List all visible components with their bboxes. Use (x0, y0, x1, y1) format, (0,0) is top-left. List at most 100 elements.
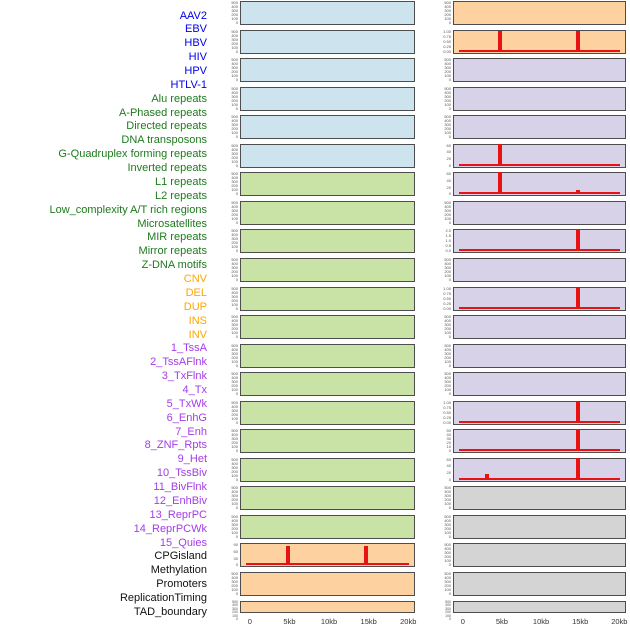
signal-spike (498, 172, 503, 195)
track-plot: 500 400 300 200 100 0 (207, 86, 415, 111)
y-tick-label: 500 (445, 599, 451, 604)
track-plot: 2.0 1.5 1.0 0.5 0.0 (420, 229, 626, 254)
y-tick-label: 20 (446, 470, 451, 476)
plot-area (240, 1, 415, 25)
y-tick-label: 500 (444, 0, 451, 5)
y-tick-label: 0 (235, 248, 238, 254)
signal-baseline (459, 420, 620, 423)
y-tick-label: 200 (231, 411, 238, 417)
track-label: 13_ReprPC (149, 508, 207, 521)
track-label: Microsatellites (137, 217, 207, 230)
track-label: Promoters (156, 578, 207, 591)
plot-area (240, 600, 415, 613)
y-tick-label: 300 (444, 93, 451, 99)
signal-spike (575, 230, 580, 252)
plot-area (453, 429, 626, 454)
y-tick-label: 300 (231, 436, 238, 442)
y-tick-label: 0 (235, 162, 238, 168)
y-tick-label: 200 (231, 326, 238, 332)
x-tick-label: 5kb (283, 617, 296, 626)
y-tick-label: 400 (444, 4, 451, 9)
y-tick-label: 500 (231, 399, 238, 405)
y-tick-label: 0 (448, 505, 451, 511)
signal-baseline (459, 449, 620, 452)
y-tick-label: 100 (444, 215, 451, 221)
track-label: ReplicationTiming (119, 592, 207, 605)
y-tick-label: 200 (231, 383, 238, 389)
track-label: 9_Het (177, 453, 207, 466)
y-axis-ticks: 500 400 300 200 100 0 (207, 229, 240, 253)
y-tick-label: 400 (231, 232, 238, 238)
y-axis-ticks: 500 400 300 200 100 0 (207, 372, 240, 396)
y-tick-label: 60 (446, 142, 451, 148)
y-tick-label: 300 (444, 207, 451, 213)
track-plot: 500 400 300 200 100 0 (420, 372, 626, 397)
y-tick-label: 200 (231, 183, 238, 189)
y-tick-label: 100 (231, 501, 238, 507)
y-tick-label: 300 (231, 293, 238, 299)
y-tick-label: 10 (446, 444, 451, 450)
y-tick-label: 400 (231, 517, 238, 523)
plot-area (240, 58, 415, 83)
y-tick-label: 40 (446, 432, 451, 438)
y-tick-label: 300 (231, 179, 238, 185)
y-axis-ticks: 500 400 300 200 100 0 (207, 143, 240, 168)
y-axis-ticks: 500 400 300 200 100 0 (420, 257, 453, 282)
y-tick-label: 300 (231, 150, 238, 156)
signal-spike (364, 546, 369, 566)
y-tick-label: 500 (231, 513, 238, 519)
track-plot: 500 400 300 200 100 0 (207, 229, 415, 254)
y-axis-ticks: 2.0 1.5 1.0 0.5 0.0 (420, 229, 453, 253)
track-plot: 500 400 300 200 100 0 (207, 115, 415, 140)
y-tick-label: 400 (444, 375, 451, 381)
y-tick-label: 500 (231, 171, 238, 177)
y-axis-ticks: 500 400 300 200 100 0 (207, 572, 240, 596)
plot-area (240, 86, 415, 111)
plot-area (453, 514, 626, 539)
plot-area (453, 86, 626, 111)
y-tick-label: 100 (444, 501, 451, 507)
track-label: 12_EnhBiv (153, 494, 207, 507)
track-plot: 500 400 300 200 100 0 (207, 600, 415, 621)
y-tick-label: 500 (231, 342, 238, 348)
signal-baseline (459, 249, 620, 252)
y-tick-label: 0.50 (443, 409, 451, 415)
y-tick-label: 200 (231, 69, 238, 75)
y-tick-label: 0 (448, 134, 451, 140)
y-tick-label: 500 (444, 57, 451, 63)
y-tick-label: 0 (235, 562, 238, 568)
track-plot: 90 60 30 0 (207, 543, 415, 568)
y-tick-label: 500 (231, 571, 238, 576)
y-tick-label: 200 (231, 354, 238, 360)
plot-area (240, 286, 415, 311)
y-axis-ticks: 500 400 300 200 100 0 (420, 343, 453, 368)
y-tick-label: 300 (231, 322, 238, 328)
y-tick-label: 200 (444, 97, 451, 103)
signal-spike (498, 143, 503, 166)
y-tick-label: 100 (444, 529, 451, 535)
plot-area (453, 343, 626, 368)
y-tick-label: 100 (444, 558, 451, 564)
plot-area (240, 143, 415, 168)
y-tick-label: 200 (444, 383, 451, 389)
x-axis-right: 0 5kb 10kb 15kb 20kb (455, 617, 628, 629)
track-plot: 500 400 300 200 100 0 (207, 286, 415, 311)
y-tick-label: 300 (231, 207, 238, 213)
track-plot: 500 400 300 200 100 0 (420, 343, 626, 368)
y-axis-ticks: 60 40 20 0 (420, 142, 453, 168)
track-label: EBV (184, 23, 207, 36)
y-tick-label: 1.00 (443, 285, 451, 291)
y-axis-ticks: 500 400 300 200 100 0 (207, 513, 240, 539)
track-label: 14_ReprPCWk (133, 522, 207, 535)
y-tick-label: 0.25 (443, 300, 451, 306)
track-label: DUP (183, 300, 207, 313)
y-tick-label: 100 (231, 529, 238, 535)
y-tick-label: 100 (231, 387, 238, 393)
y-tick-label: 400 (231, 346, 238, 352)
y-tick-label: 500 (444, 85, 451, 91)
signal-spike (575, 287, 580, 309)
track-label: 15_Quies (159, 536, 207, 549)
y-tick-label: 0 (235, 105, 238, 111)
track-label: DNA transposons (121, 134, 207, 147)
y-tick-label: 40 (446, 177, 451, 183)
